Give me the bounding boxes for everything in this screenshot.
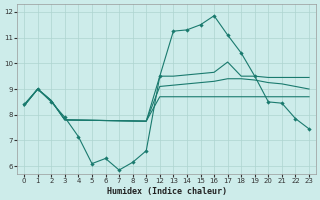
X-axis label: Humidex (Indice chaleur): Humidex (Indice chaleur) xyxy=(107,187,227,196)
